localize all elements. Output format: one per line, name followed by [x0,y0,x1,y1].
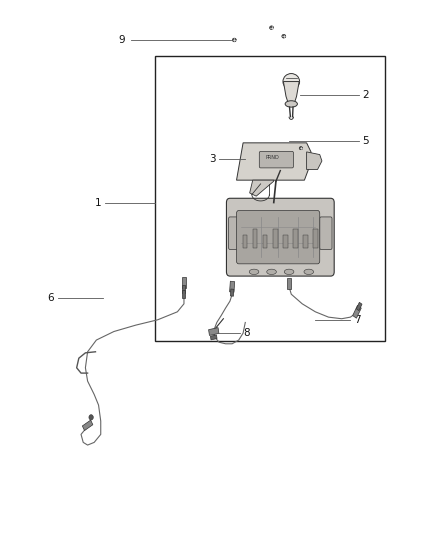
Ellipse shape [232,38,237,42]
Ellipse shape [89,415,93,420]
Bar [303,235,307,248]
FancyBboxPatch shape [320,217,332,249]
Bar [273,229,278,248]
Ellipse shape [284,269,294,274]
Polygon shape [307,152,322,169]
Bar [283,235,287,248]
Text: 6: 6 [47,294,53,303]
FancyBboxPatch shape [226,198,334,276]
Bar [263,235,268,248]
Bar [313,229,318,248]
Ellipse shape [283,74,300,90]
FancyBboxPatch shape [237,211,320,264]
Text: 2: 2 [363,90,369,100]
Polygon shape [237,143,311,180]
Ellipse shape [282,34,286,38]
Text: 9: 9 [118,35,125,45]
Ellipse shape [249,269,259,274]
Polygon shape [182,277,186,288]
Ellipse shape [304,269,314,274]
Text: 3: 3 [209,154,215,164]
Ellipse shape [267,269,276,274]
Text: 7: 7 [354,315,360,325]
Bar [253,229,258,248]
Text: 5: 5 [363,136,369,146]
Bar [155,56,385,341]
Ellipse shape [269,26,274,29]
Polygon shape [230,289,234,296]
Polygon shape [353,305,361,318]
Bar [293,229,297,248]
Polygon shape [82,420,93,431]
Polygon shape [283,82,299,102]
Polygon shape [210,335,217,340]
Polygon shape [230,281,235,292]
Text: 8: 8 [244,328,250,337]
FancyBboxPatch shape [259,151,293,168]
Polygon shape [182,285,186,293]
Polygon shape [287,278,291,289]
Bar [243,235,247,248]
Text: PRND: PRND [266,155,279,160]
Polygon shape [182,290,186,298]
Polygon shape [356,302,362,311]
Polygon shape [250,180,274,196]
Ellipse shape [285,101,297,107]
Text: 1: 1 [95,198,102,207]
Ellipse shape [299,147,303,150]
FancyBboxPatch shape [229,217,241,249]
Polygon shape [208,328,219,335]
